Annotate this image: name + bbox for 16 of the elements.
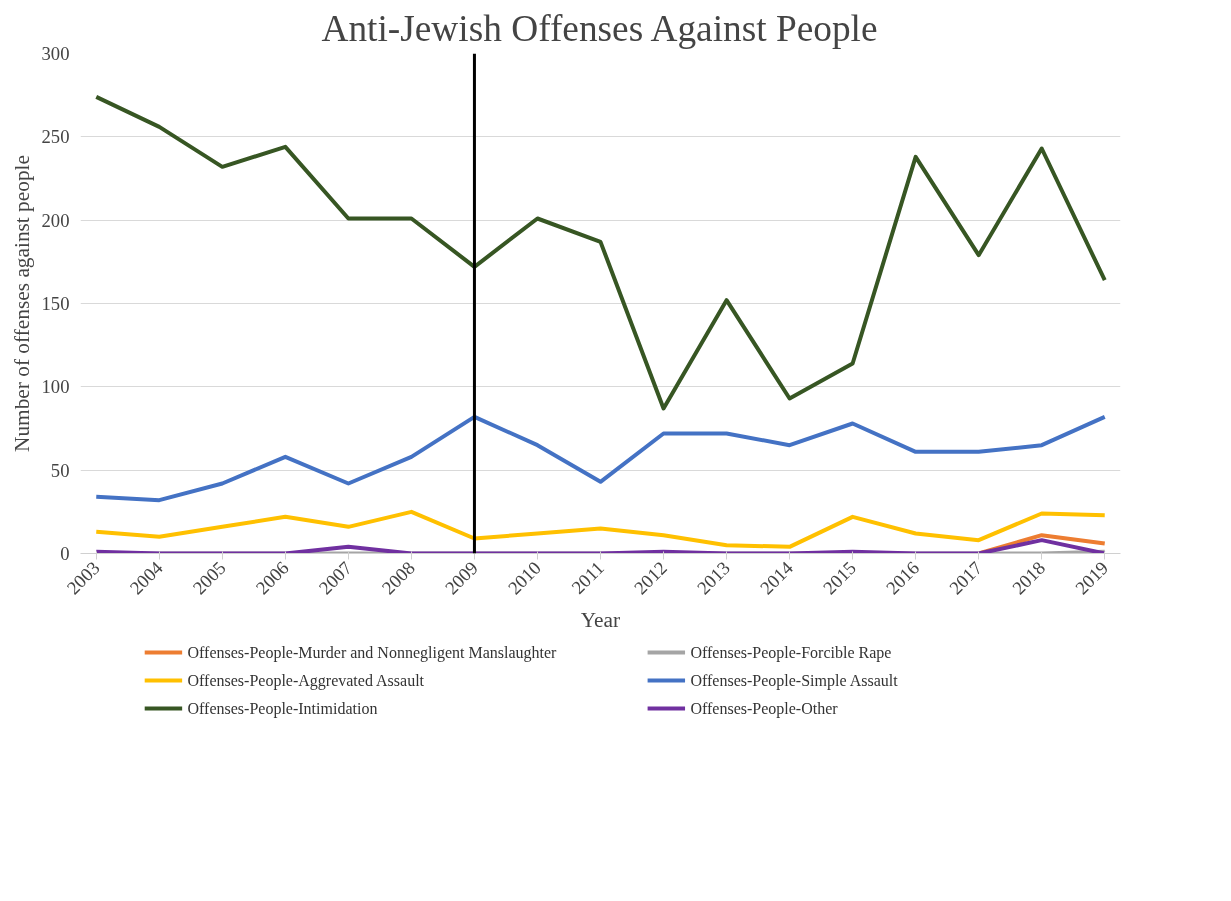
- y-tick-label: 250: [41, 126, 70, 148]
- chart-title: Anti-Jewish Offenses Against People: [321, 7, 878, 49]
- x-axis-title: Year: [580, 608, 621, 633]
- y-tick-label: 100: [41, 376, 70, 398]
- legend-label: Offenses-People-Aggrevated Assault: [187, 672, 425, 690]
- y-axis-title: Number of offenses against people: [9, 155, 34, 452]
- legend-label: Offenses-People-Simple Assault: [690, 672, 899, 690]
- legend-label: Offenses-People-Other: [690, 700, 839, 718]
- legend-label: Offenses-People-Forcible Rape: [690, 644, 892, 662]
- y-tick-label: 200: [41, 209, 70, 231]
- legend-label: Offenses-People-Murder and Nonnegligent Manslaughter: [187, 644, 558, 662]
- y-tick-label: 300: [41, 43, 70, 64]
- y-tick-label: 150: [41, 293, 70, 314]
- y-tick-label: 0: [60, 543, 70, 564]
- legend-label: Offenses-People-Intimidation: [187, 700, 378, 718]
- y-tick-label: 50: [50, 459, 70, 481]
